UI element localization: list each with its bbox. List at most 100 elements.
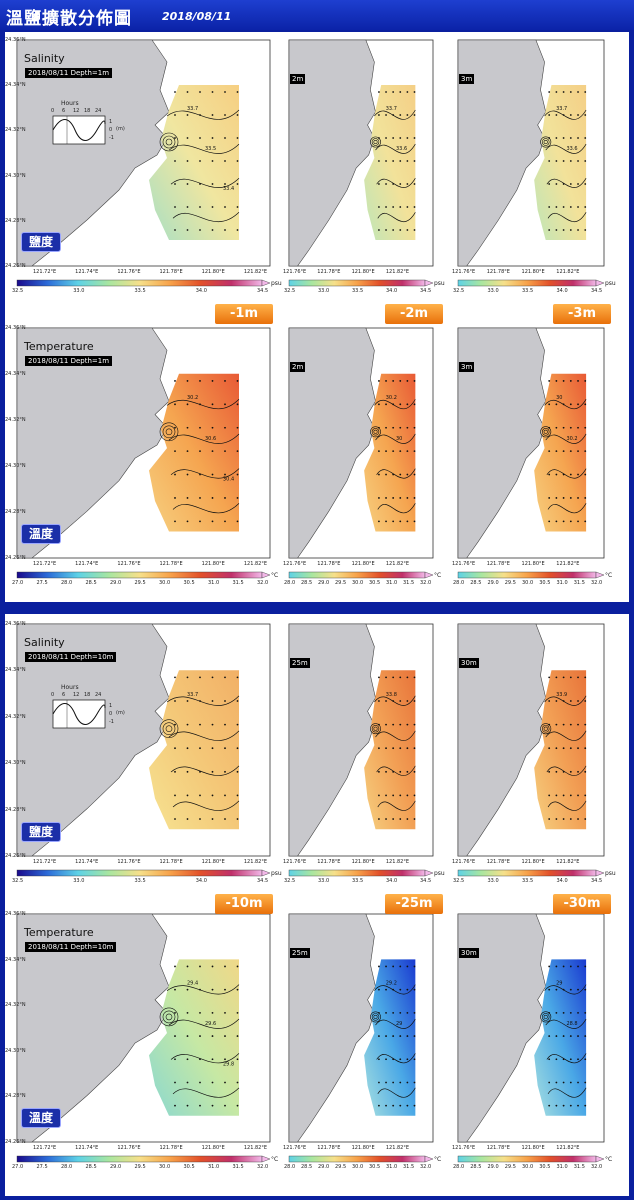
colorbar-tick: 34.0 bbox=[556, 878, 568, 884]
station-dot bbox=[211, 794, 214, 797]
station-dot bbox=[413, 426, 416, 429]
colorbar-tick: 31.0 bbox=[208, 1164, 220, 1170]
station-dot bbox=[413, 114, 416, 116]
y-tick-label: 24.28°N bbox=[5, 806, 26, 813]
station-dot bbox=[385, 229, 387, 231]
scalar-field bbox=[534, 373, 587, 532]
colorbar-tick: 31.0 bbox=[556, 1164, 568, 1170]
station-dot bbox=[174, 114, 176, 116]
station-dot bbox=[399, 1058, 402, 1061]
x-tick-label: 121.76°E bbox=[452, 269, 476, 275]
station-dot bbox=[236, 183, 239, 185]
colorbar-tick: 30.5 bbox=[539, 1164, 551, 1170]
station-dot bbox=[174, 450, 176, 453]
x-tick-label: 121.80°E bbox=[351, 1145, 375, 1151]
station-dot bbox=[236, 747, 239, 750]
contour-label: 33.8 bbox=[386, 692, 397, 698]
station-dot bbox=[577, 1035, 579, 1037]
station-dot bbox=[406, 700, 409, 702]
colorbar bbox=[16, 869, 271, 877]
station-dot bbox=[577, 229, 579, 231]
colorbar bbox=[457, 1155, 605, 1163]
station-dot bbox=[392, 794, 395, 797]
colorbar-tick: 29.5 bbox=[504, 580, 516, 586]
station-dot bbox=[224, 965, 226, 968]
station-dot bbox=[562, 450, 565, 453]
x-tick-label: 121.76°E bbox=[283, 561, 307, 567]
station-dot bbox=[211, 723, 214, 726]
station-dot bbox=[584, 1011, 587, 1014]
contour-line bbox=[546, 1053, 587, 1064]
station-dot bbox=[584, 426, 587, 429]
station-dot bbox=[378, 91, 380, 93]
station-dot bbox=[406, 403, 409, 406]
station-dot bbox=[392, 183, 395, 185]
station-dot bbox=[224, 403, 226, 406]
station-dot bbox=[569, 1058, 572, 1061]
station-dot bbox=[569, 1081, 572, 1084]
station-dot bbox=[399, 380, 402, 382]
station-dot bbox=[406, 380, 409, 382]
station-dot bbox=[186, 183, 189, 185]
station-dot bbox=[186, 91, 189, 93]
colorbar bbox=[288, 279, 434, 287]
depth-badge: -10m bbox=[215, 894, 273, 914]
station-dot bbox=[569, 426, 572, 429]
station-dot bbox=[569, 206, 572, 208]
station-dot bbox=[577, 520, 579, 523]
colorbar-tick: 32.5 bbox=[284, 288, 296, 294]
station-dot bbox=[562, 473, 565, 476]
station-dot bbox=[577, 137, 579, 139]
station-dot bbox=[236, 965, 239, 968]
contour-line bbox=[541, 138, 550, 146]
station-dot bbox=[378, 1104, 380, 1107]
depth-corner-label: 3m bbox=[459, 362, 475, 372]
station-dot bbox=[584, 229, 587, 231]
station-dot bbox=[548, 988, 551, 991]
station-dot bbox=[224, 770, 226, 773]
station-dot bbox=[555, 183, 558, 185]
station-dot bbox=[399, 403, 402, 406]
x-tick-label: 121.76°E bbox=[283, 859, 307, 865]
x-tick-label: 121.76°E bbox=[117, 561, 141, 567]
station-dot bbox=[548, 1011, 551, 1014]
contour-label: 33.7 bbox=[187, 106, 198, 112]
station-dot bbox=[577, 747, 579, 750]
contour-line bbox=[377, 1087, 416, 1098]
station-dot bbox=[399, 520, 402, 523]
station-dot bbox=[392, 206, 395, 208]
contour-line bbox=[165, 428, 173, 436]
contour-label: 29 bbox=[396, 1021, 402, 1027]
colorbar-tick: 30.0 bbox=[352, 580, 364, 586]
tide-inset-title: Hours bbox=[61, 100, 79, 107]
colorbar-tick: 32.5 bbox=[453, 288, 465, 294]
station-dot bbox=[174, 206, 176, 208]
station-dot bbox=[555, 747, 558, 750]
colorbar-tick: 33.0 bbox=[73, 878, 85, 884]
station-dot bbox=[236, 1011, 239, 1014]
station-dot bbox=[555, 700, 558, 702]
station-dot bbox=[211, 206, 214, 208]
y-tick-label: 24.28°N bbox=[5, 1093, 26, 1100]
contour-line bbox=[541, 1013, 550, 1021]
x-tick-label: 121.82°E bbox=[385, 1145, 409, 1151]
contour-line bbox=[376, 765, 416, 776]
contour-line bbox=[541, 724, 550, 733]
salinity-title: Salinity bbox=[24, 636, 65, 649]
station-dot bbox=[569, 818, 572, 820]
colorbar-tick: 28.5 bbox=[85, 1164, 97, 1170]
station-dot bbox=[569, 91, 572, 93]
tide-x-tick: 6 bbox=[62, 108, 66, 114]
station-dot bbox=[385, 160, 387, 162]
station-dot bbox=[399, 229, 402, 231]
scalar-field bbox=[364, 959, 416, 1116]
colorbar-tick: 28.0 bbox=[453, 1164, 465, 1170]
station-dot bbox=[174, 700, 176, 702]
station-dot bbox=[199, 818, 201, 820]
station-dot bbox=[392, 1081, 395, 1084]
station-dot bbox=[174, 1035, 176, 1037]
station-dot bbox=[548, 403, 551, 406]
station-dot bbox=[562, 770, 565, 773]
station-dot bbox=[584, 1104, 587, 1107]
contour-line bbox=[168, 1018, 240, 1029]
